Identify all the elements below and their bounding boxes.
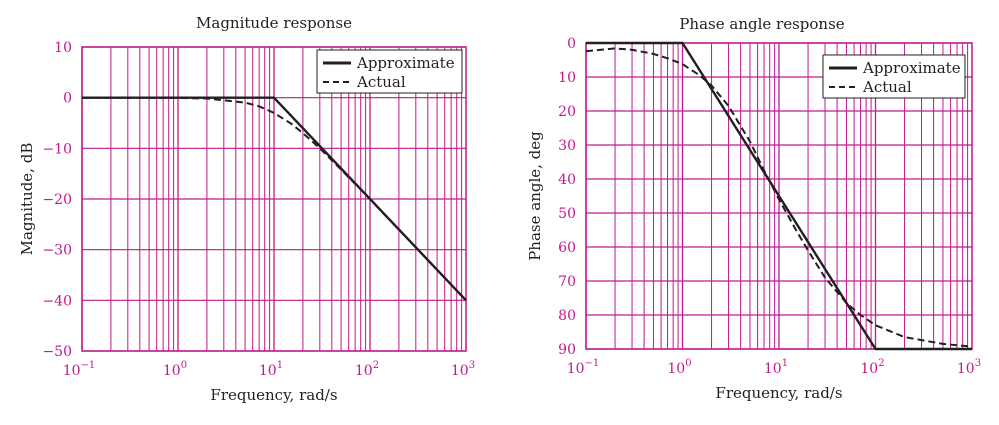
x-tick-base: 10: [259, 363, 277, 379]
plot-frame: [585, 42, 973, 350]
y-tick-label: −10: [42, 141, 72, 157]
x-tick-base: 10: [451, 363, 469, 379]
x-tick-label: 102: [860, 358, 884, 377]
x-tick-base: 10: [567, 361, 585, 377]
x-tick-label: 101: [764, 358, 788, 377]
legend-box: [316, 49, 463, 94]
y-tick-label: 60: [558, 240, 576, 256]
y-tick-label: −30: [42, 243, 72, 259]
y-tick-label: 40: [558, 172, 576, 188]
x-tick-label: 100: [667, 358, 691, 377]
x-tick-exponent: 1: [782, 358, 788, 369]
y-tick-label: 0: [63, 91, 72, 107]
legend-label: Approximate: [356, 54, 455, 72]
y-tick-label: −50: [42, 344, 72, 360]
y-axis-label: Magnitude, dB: [18, 143, 36, 256]
x-tick-exponent: 3: [975, 358, 981, 369]
x-tick-exponent: 3: [469, 360, 475, 371]
x-tick-base: 10: [860, 361, 878, 377]
x-tick-base: 10: [957, 361, 975, 377]
legend-label: Approximate: [862, 59, 961, 77]
y-tick-label: −20: [42, 192, 72, 208]
x-tick-label: 102: [355, 360, 379, 379]
chart-title: Magnitude response: [196, 14, 352, 32]
y-tick-label: 20: [558, 104, 576, 120]
x-axis-label: Frequency, rad/s: [210, 386, 337, 404]
x-tick-exponent: 1: [277, 360, 283, 371]
series-line-actual: [82, 96, 467, 301]
x-tick-base: 10: [355, 363, 373, 379]
x-tick-exponent: −1: [585, 358, 600, 369]
x-tick-label: 10−1: [567, 358, 600, 377]
y-tick-label: 10: [54, 40, 72, 56]
series-line-actual: [585, 47, 973, 348]
y-axis-label: Phase angle, deg: [526, 131, 544, 261]
x-tick-exponent: 0: [685, 358, 691, 369]
chart-title: Phase angle response: [679, 15, 844, 33]
series-line-approximate: [82, 96, 467, 302]
legend-label: Actual: [356, 73, 406, 91]
x-tick-base: 10: [63, 363, 81, 379]
y-tick-label: 80: [558, 308, 576, 324]
x-tick-exponent: −1: [81, 360, 96, 371]
x-tick-base: 10: [163, 363, 181, 379]
x-tick-exponent: 2: [373, 360, 379, 371]
x-tick-base: 10: [764, 361, 782, 377]
x-tick-exponent: 2: [878, 358, 884, 369]
x-tick-label: 103: [957, 358, 981, 377]
y-tick-label: 30: [558, 138, 576, 154]
x-tick-label: 10−1: [63, 360, 96, 379]
y-tick-label: −40: [42, 293, 72, 309]
x-tick-label: 100: [163, 360, 187, 379]
legend-box: [822, 54, 966, 99]
y-tick-label: 0: [567, 36, 576, 52]
series-line-approximate: [586, 41, 972, 351]
x-tick-label: 101: [259, 360, 283, 379]
y-tick-label: 90: [558, 342, 576, 358]
y-tick-label: 70: [558, 274, 576, 290]
y-tick-label: 50: [558, 206, 576, 222]
x-axis-label: Frequency, rad/s: [715, 384, 842, 402]
x-tick-label: 103: [451, 360, 475, 379]
x-tick-base: 10: [667, 361, 685, 377]
legend-label: Actual: [862, 78, 912, 96]
y-tick-label: 10: [558, 70, 576, 86]
plot-frame: [81, 46, 467, 352]
x-tick-exponent: 0: [181, 360, 187, 371]
